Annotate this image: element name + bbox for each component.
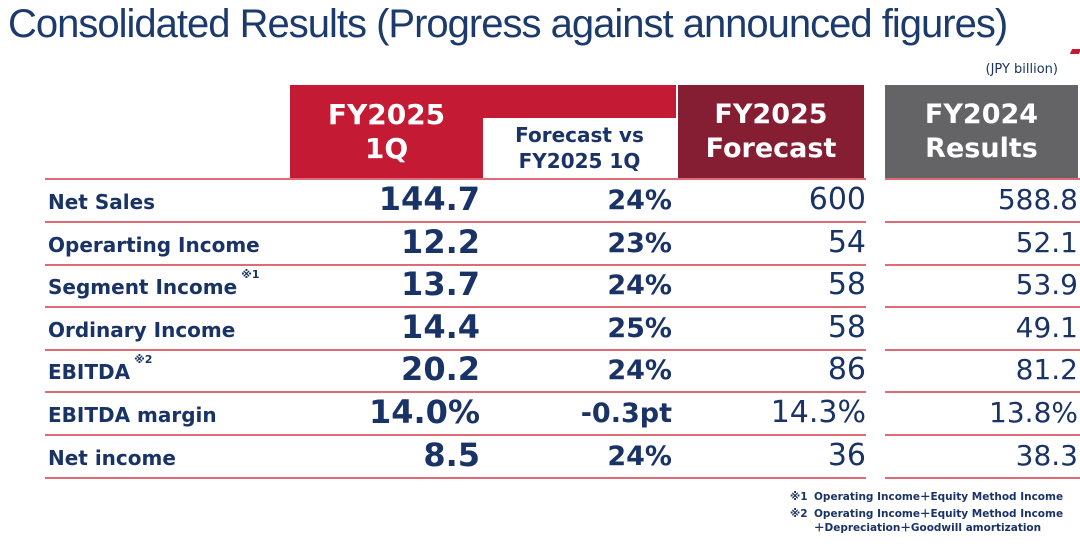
cell-forecast-vs: 24% bbox=[480, 270, 676, 309]
cell-forecast-vs: -0.3pt bbox=[480, 398, 676, 436]
cell-fy2024-results: 53.9 bbox=[885, 268, 1080, 309]
row-label: Net income bbox=[45, 446, 290, 479]
cell-fy2025-forecast: 14.3% bbox=[676, 395, 866, 436]
footnote-text: Operating Income＋Equity Method Income bbox=[814, 491, 1064, 503]
header-underline-main bbox=[45, 178, 866, 180]
table-row: Segment Income※1 13.7 24% 58 53.9 bbox=[45, 265, 1080, 309]
header-underline-fy2024 bbox=[885, 178, 1080, 180]
footnotes: ※1 Operating Income＋Equity Method Income… bbox=[790, 490, 1072, 539]
header-fy2025-1q-line1: FY2025 bbox=[327, 97, 446, 131]
row-label: Segment Income※1 bbox=[45, 268, 290, 309]
footnote-ref: ※2 bbox=[134, 352, 153, 366]
cell-fy2025-forecast: 58 bbox=[676, 267, 866, 309]
header-forecast-vs-line1: Forecast vs bbox=[515, 123, 644, 147]
cell-fy2025-1q: 20.2 bbox=[290, 350, 480, 394]
table-row: Ordinary Income 14.4 25% 58 49.1 bbox=[45, 308, 1080, 351]
table-rows: Net Sales 144.7 24% 600 588.8 Operarting… bbox=[45, 180, 1080, 479]
cell-fy2024-results: 38.3 bbox=[885, 439, 1080, 479]
cell-forecast-vs: 24% bbox=[480, 185, 676, 223]
header-forecast-vs-line2: FY2025 1Q bbox=[518, 149, 641, 173]
cell-fy2025-forecast: 58 bbox=[676, 310, 866, 351]
cell-fy2025-forecast: 86 bbox=[676, 352, 866, 394]
cell-fy2025-forecast: 600 bbox=[676, 182, 866, 223]
cell-forecast-vs: 25% bbox=[480, 313, 676, 351]
row-label: EBITDA※2 bbox=[45, 353, 290, 394]
header-fy2025-forecast-line2: Forecast bbox=[705, 132, 837, 164]
row-label: Operarting Income bbox=[45, 233, 290, 266]
table-row: Net Sales 144.7 24% 600 588.8 bbox=[45, 180, 1080, 223]
cell-fy2025-1q: 12.2 bbox=[290, 223, 480, 266]
cell-fy2024-results: 81.2 bbox=[885, 353, 1080, 394]
table-row: EBITDA※2 20.2 24% 86 81.2 bbox=[45, 350, 1080, 394]
cell-fy2025-1q: 144.7 bbox=[290, 180, 480, 223]
header-fy2024-results: FY2024 Results bbox=[885, 85, 1078, 178]
table-row: EBITDA margin 14.0% -0.3pt 14.3% 13.8% bbox=[45, 393, 1080, 436]
cell-forecast-vs: 24% bbox=[480, 441, 676, 479]
header-fy2025-1q: FY2025 1Q Forecast vs FY2025 1Q bbox=[290, 85, 676, 178]
cell-fy2024-results: 49.1 bbox=[885, 311, 1080, 351]
row-label: Net Sales bbox=[45, 190, 290, 223]
unit-note: (JPY billion) bbox=[985, 62, 1059, 77]
cell-fy2025-1q: 14.4 bbox=[290, 308, 480, 351]
cell-fy2024-results: 52.1 bbox=[885, 226, 1080, 266]
cell-fy2024-results: 588.8 bbox=[885, 183, 1080, 223]
header-fy2025-1q-line2: 1Q bbox=[364, 131, 409, 165]
cell-fy2025-forecast: 54 bbox=[676, 225, 866, 266]
red-corner-accent bbox=[1069, 49, 1080, 54]
header-fy2024-results-line2: Results bbox=[925, 132, 1038, 164]
cell-fy2025-forecast: 36 bbox=[676, 438, 866, 479]
page-title: Consolidated Results (Progress against a… bbox=[8, 2, 1008, 46]
cell-forecast-vs: 24% bbox=[480, 355, 676, 394]
footnote: ※1 Operating Income＋Equity Method Income bbox=[790, 490, 1072, 504]
footnote-ref: ※1 bbox=[241, 267, 260, 281]
footnote-marker: ※1 bbox=[790, 491, 808, 503]
footnote-text: Operating Income＋Equity Method Income ＋De… bbox=[814, 508, 1064, 535]
cell-fy2024-results: 13.8% bbox=[885, 396, 1080, 436]
row-label: EBITDA margin bbox=[45, 403, 290, 436]
table-row: Operarting Income 12.2 23% 54 52.1 bbox=[45, 223, 1080, 266]
header-fy2025-forecast-line1: FY2025 bbox=[714, 98, 828, 130]
footnote-marker: ※2 bbox=[790, 508, 808, 521]
cell-fy2025-1q: 14.0% bbox=[290, 393, 480, 436]
header-fy2024-results-line1: FY2024 bbox=[924, 98, 1039, 130]
header-forecast-vs: Forecast vs FY2025 1Q bbox=[483, 118, 676, 178]
header-fy2025-forecast: FY2025 Forecast bbox=[678, 85, 864, 178]
table-row: Net income 8.5 24% 36 38.3 bbox=[45, 436, 1080, 479]
header-fy2025-1q-label: FY2025 1Q bbox=[290, 98, 483, 165]
cell-fy2025-1q: 8.5 bbox=[290, 436, 480, 479]
row-label: Ordinary Income bbox=[45, 318, 290, 351]
cell-forecast-vs: 23% bbox=[480, 228, 676, 266]
footnote: ※2 Operating Income＋Equity Method Income… bbox=[790, 507, 1072, 535]
cell-fy2025-1q: 13.7 bbox=[290, 265, 480, 309]
